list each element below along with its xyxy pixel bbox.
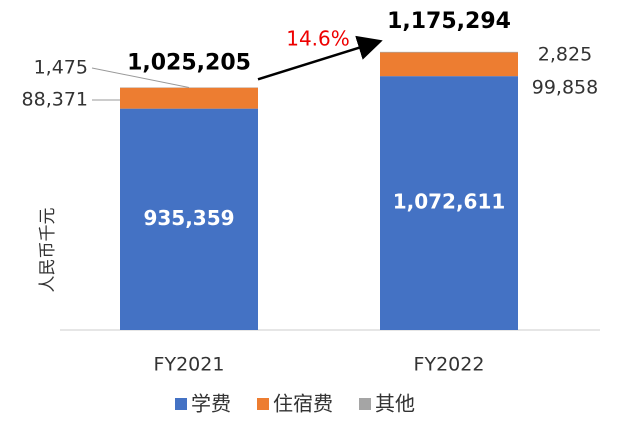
legend-label: 学费 xyxy=(191,392,231,416)
total-label: 1,175,294 xyxy=(387,9,511,34)
total-label: 1,025,205 xyxy=(127,50,251,75)
bar-segment xyxy=(380,53,518,77)
x-tick-label: FY2022 xyxy=(414,354,485,376)
value-label: 99,858 xyxy=(532,77,598,99)
legend-label: 其他 xyxy=(375,392,415,416)
x-tick-label: FY2021 xyxy=(154,354,225,376)
value-label: 1,072,611 xyxy=(393,190,506,214)
bar-segment xyxy=(120,88,258,109)
legend-swatch xyxy=(359,398,371,410)
y-axis-label: 人民币千元 xyxy=(38,208,58,293)
legend-swatch xyxy=(257,398,269,410)
value-label: 2,825 xyxy=(538,44,592,66)
growth-annotation: 14.6% xyxy=(286,27,350,51)
value-label: 1,475 xyxy=(34,57,88,79)
legend-swatch xyxy=(175,398,187,410)
value-label: 88,371 xyxy=(22,89,88,111)
legend-label: 住宿费 xyxy=(273,392,333,416)
value-label: 935,359 xyxy=(143,206,234,230)
bar-segment xyxy=(380,52,518,53)
